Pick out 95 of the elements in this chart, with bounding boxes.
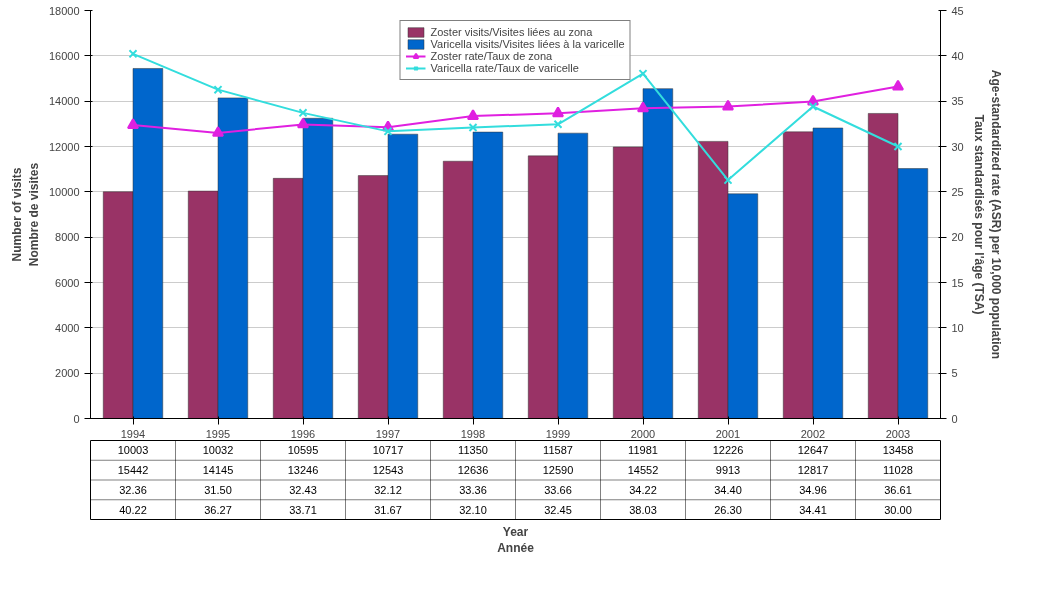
y2-tick-label: 25 xyxy=(951,185,964,198)
data-label: 11028 xyxy=(883,464,913,477)
data-label: 11350 xyxy=(458,444,488,457)
x-tick-label: 2000 xyxy=(630,427,656,440)
x-tick-label: 1995 xyxy=(205,427,231,440)
data-label: 34.40 xyxy=(714,483,742,496)
data-label: 33.36 xyxy=(459,483,487,496)
data-label: 32.43 xyxy=(289,483,317,496)
x-tick-label: 1997 xyxy=(375,427,401,440)
y-tick-label: 8000 xyxy=(55,231,80,244)
data-label: 38.03 xyxy=(629,503,657,516)
data-label: 36.61 xyxy=(884,483,912,496)
data-label: 11981 xyxy=(628,444,658,457)
data-label: 36.27 xyxy=(204,503,232,516)
data-label: 10032 xyxy=(202,444,234,457)
point xyxy=(213,85,223,95)
data-label: 40.22 xyxy=(119,503,147,516)
point xyxy=(467,109,479,120)
point xyxy=(893,141,903,152)
data-label: 10717 xyxy=(372,444,404,457)
data-label: 33.66 xyxy=(544,483,572,496)
point xyxy=(468,122,478,132)
data-label: 34.41 xyxy=(799,503,827,516)
data-label: 10003 xyxy=(117,444,149,457)
data-label: 32.45 xyxy=(544,503,572,516)
data-label: 13246 xyxy=(287,464,319,477)
data-label: 14552 xyxy=(627,464,659,477)
data-label: 12636 xyxy=(457,464,489,477)
point xyxy=(212,126,224,137)
y-tick-label: 12000 xyxy=(48,140,80,153)
x-tick-label: 2003 xyxy=(885,427,911,440)
y-tick-label: 4000 xyxy=(55,321,80,334)
legend-label: Varicella visits/Visites liées à la varicelle xyxy=(430,38,625,50)
data-label: 32.12 xyxy=(374,483,402,496)
y-tick-label: 2000 xyxy=(55,367,80,380)
y2-tick-label: 40 xyxy=(951,49,964,62)
point xyxy=(383,126,393,136)
data-label: 32.36 xyxy=(119,483,147,496)
y2-tick-label: 10 xyxy=(951,321,964,334)
x-tick-label: 2001 xyxy=(715,427,741,440)
y2-axis-title: Age-standardized rate (ASR) per 10,000 population Taux standardisés pour l'âge (TSA) xyxy=(971,69,1003,360)
y-tick-label: 14000 xyxy=(48,95,80,108)
data-label: 31.50 xyxy=(204,483,232,496)
y-tick-label: 6000 xyxy=(55,276,80,289)
point xyxy=(723,175,733,185)
y-tick-label: 0 xyxy=(73,412,80,425)
data-label: 12590 xyxy=(542,464,574,477)
data-label: 12817 xyxy=(797,464,829,477)
y-tick-label: 10000 xyxy=(48,185,80,198)
data-label: 34.96 xyxy=(799,483,827,496)
y2-tick-label: 35 xyxy=(951,95,964,108)
data-label: 14145 xyxy=(202,464,234,477)
y2-tick-label: 45 xyxy=(951,4,964,17)
x-tick-label: 1994 xyxy=(120,427,146,440)
data-label: 12226 xyxy=(712,444,744,457)
point xyxy=(722,99,734,111)
point xyxy=(552,106,564,118)
text: Year Année xyxy=(497,524,535,556)
data-label: 9913 xyxy=(715,464,741,477)
data-label: 12647 xyxy=(797,444,829,457)
point xyxy=(637,101,649,113)
data-label: 15442 xyxy=(117,464,149,477)
legend-label: Varicella rate/Taux de varicelle xyxy=(430,62,579,74)
x-tick-label: 1996 xyxy=(290,427,316,440)
data-label: 11587 xyxy=(543,444,573,457)
data-label: 13458 xyxy=(882,444,914,457)
legend-label: Zoster visits/Visites liées au zona xyxy=(430,26,593,38)
point xyxy=(128,49,138,59)
point xyxy=(638,69,648,79)
data-label: 34.22 xyxy=(629,483,657,496)
y2-tick-label: 20 xyxy=(951,231,964,244)
point xyxy=(892,79,904,91)
legend-label: Zoster rate/Taux de zona xyxy=(430,50,553,62)
y-axis-title: Number of visits Nombre de visites xyxy=(10,162,41,267)
x-tick-label: 2002 xyxy=(800,427,826,440)
data-label: 32.10 xyxy=(459,503,487,516)
x-tick-label: 1998 xyxy=(460,427,486,440)
data-label: 10595 xyxy=(287,444,319,457)
point xyxy=(553,119,563,129)
y2-tick-label: 5 xyxy=(951,367,958,380)
y2-tick-label: 30 xyxy=(951,140,964,153)
y-tick-label: 16000 xyxy=(48,49,80,62)
point xyxy=(808,101,818,112)
data-label: 26.30 xyxy=(714,503,742,516)
data-label: 12543 xyxy=(372,464,404,477)
point xyxy=(297,117,309,129)
data-label: 31.67 xyxy=(374,503,402,516)
point xyxy=(127,118,139,129)
y2-tick-label: 15 xyxy=(951,276,964,289)
y-tick-label: 18000 xyxy=(48,4,80,17)
y2-tick-label: 0 xyxy=(951,412,958,425)
data-label: 33.71 xyxy=(289,503,317,516)
data-label: 30.00 xyxy=(884,503,912,516)
x-tick-label: 1999 xyxy=(545,427,571,440)
point xyxy=(298,108,308,118)
